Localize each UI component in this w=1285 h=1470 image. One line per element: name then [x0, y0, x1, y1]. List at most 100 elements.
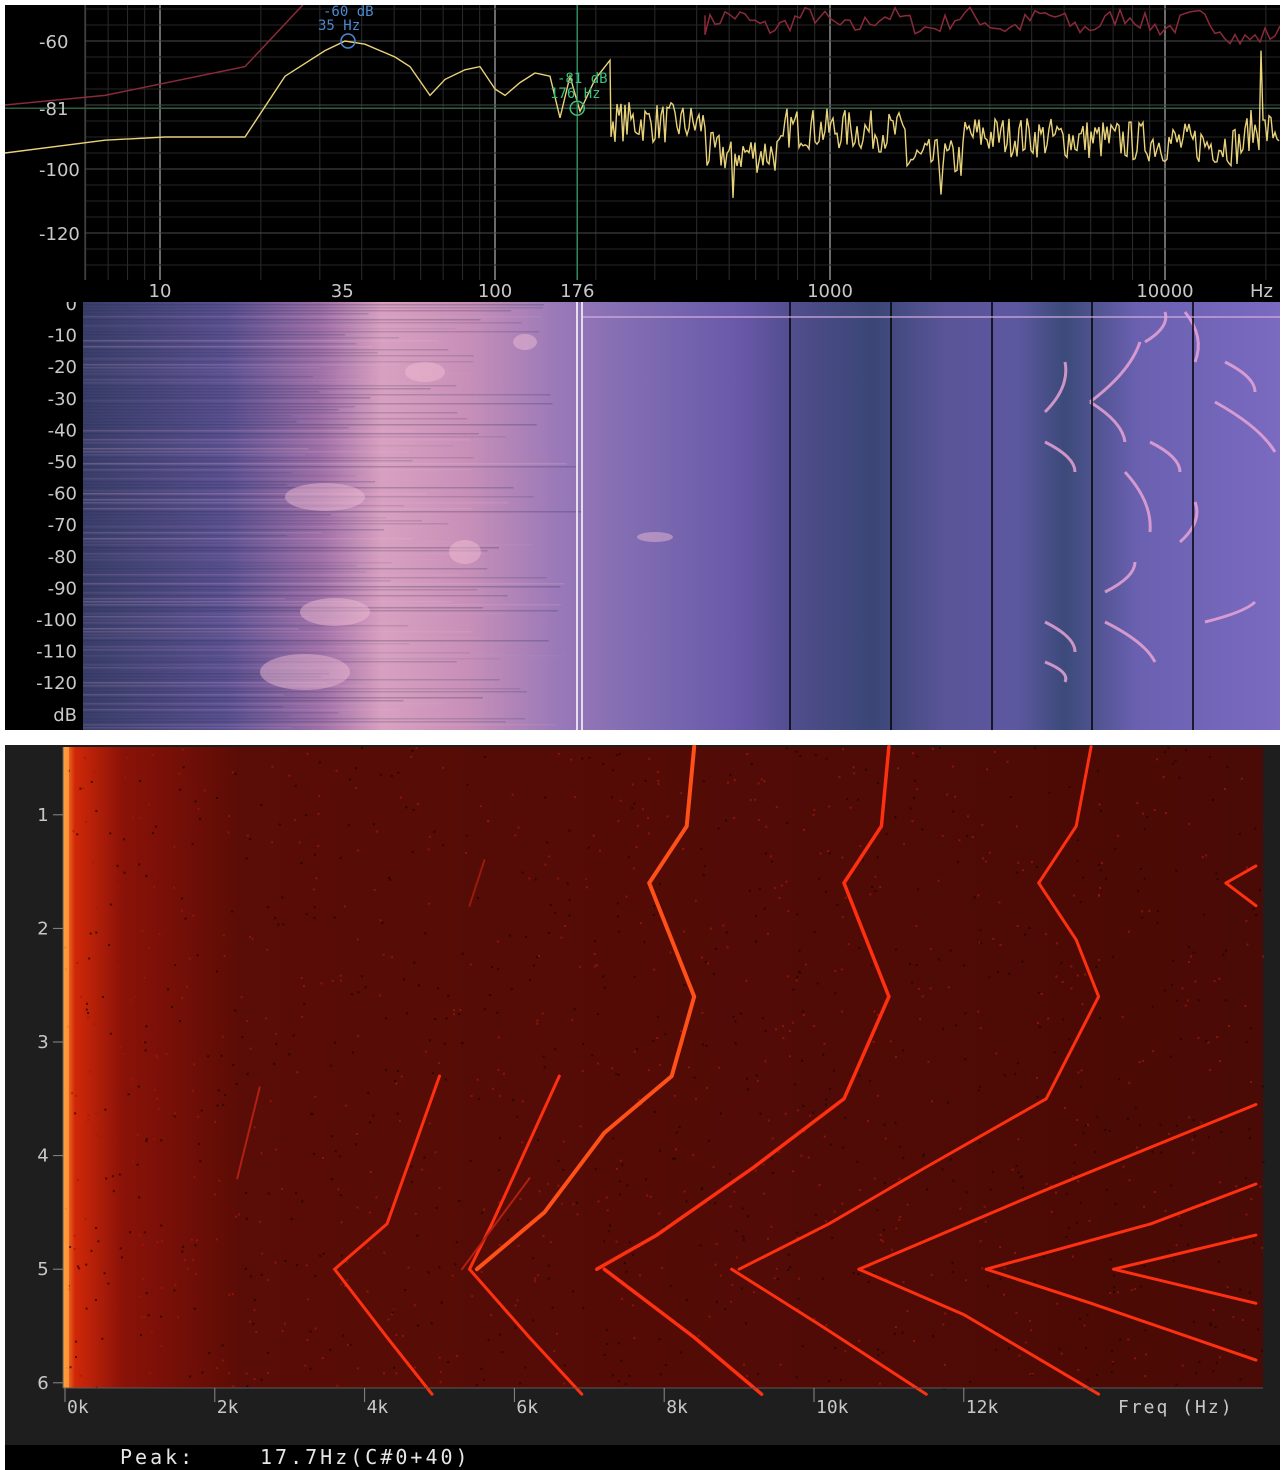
speckle: [200, 1109, 203, 1112]
speckle: [617, 1342, 620, 1345]
speckle: [581, 757, 584, 760]
spectrogram-plot[interactable]: 0-10-20-30-40-50-60-70-80-90-100-110-120…: [5, 302, 1280, 730]
speckle: [1054, 1191, 1057, 1194]
speckle: [556, 877, 559, 880]
speckle: [76, 1178, 79, 1181]
speckle: [841, 1202, 844, 1205]
speckle: [1245, 1041, 1248, 1044]
streak: [83, 688, 521, 690]
speckle: [536, 956, 539, 959]
chirp-line: [468, 859, 486, 907]
speckle: [301, 1200, 304, 1203]
speckle: [420, 1168, 423, 1171]
speckle: [317, 845, 320, 848]
speckle: [104, 1108, 107, 1111]
speckle: [645, 1194, 648, 1197]
speckle: [529, 979, 532, 982]
speckle: [118, 1173, 121, 1176]
frequency-time-spectrogram[interactable]: 1 2 3 4 5 6 0k 2k 4k 6k 8k 10k 12k Freq (Hz): [5, 745, 1280, 1445]
speckle: [519, 1197, 522, 1200]
speckle: [700, 956, 703, 959]
speckle: [379, 919, 382, 922]
speckle: [195, 1239, 198, 1242]
speckle: [139, 1295, 142, 1298]
streak: [83, 565, 357, 567]
speckle: [885, 832, 888, 835]
speckle: [1250, 1198, 1253, 1201]
speckle: [963, 964, 966, 967]
streak: [83, 577, 547, 579]
speckle: [132, 1160, 135, 1163]
streak: [83, 424, 537, 426]
speckle: [182, 766, 185, 769]
spectrogram-panel[interactable]: 0 -10 -20 -30 -40 -50 -60 -70 -80 -90 -100 -110 -120…: [5, 302, 1280, 730]
freq-tick-label: 10k: [816, 1397, 849, 1418]
speckle: [618, 1193, 621, 1196]
speckle: [306, 752, 309, 755]
speckle: [469, 1159, 472, 1162]
speckle: [919, 1018, 922, 1021]
speckle: [1048, 791, 1051, 794]
speckle: [643, 941, 646, 944]
speckle: [1136, 802, 1139, 805]
speckle: [582, 1307, 585, 1310]
speckle: [658, 1212, 661, 1215]
speckle: [470, 1095, 473, 1098]
speckle: [282, 923, 285, 926]
streak: [83, 373, 474, 375]
speckle: [1044, 933, 1047, 936]
speckle: [796, 1109, 799, 1112]
speckle: [1178, 1215, 1181, 1218]
speckle: [434, 1018, 437, 1021]
speckle: [395, 1082, 398, 1085]
speckle: [867, 1280, 870, 1283]
speckle: [682, 847, 685, 850]
speckle: [1053, 1051, 1056, 1054]
speckle: [1015, 825, 1018, 828]
speckle: [1116, 834, 1119, 837]
speckle: [757, 819, 760, 822]
speckle: [356, 1206, 359, 1209]
speckle: [702, 874, 705, 877]
speckle: [199, 1160, 202, 1163]
speckle: [973, 896, 976, 899]
streak: [83, 361, 474, 363]
speckle: [376, 830, 379, 833]
speckle: [632, 1304, 635, 1307]
speckle: [95, 907, 98, 910]
speckle: [295, 1263, 298, 1266]
speckle: [133, 996, 136, 999]
speckle: [487, 1339, 490, 1342]
speckle: [111, 1175, 114, 1178]
speckle: [859, 844, 862, 847]
speckle: [191, 1089, 194, 1092]
speckle: [787, 910, 790, 913]
speckle: [898, 1218, 901, 1221]
speckle: [1097, 893, 1100, 896]
speckle: [249, 1047, 252, 1050]
speckle: [1033, 1280, 1036, 1283]
speckle: [74, 1094, 77, 1097]
streak: [83, 412, 458, 414]
speckle: [1245, 920, 1248, 923]
speckle: [1175, 1244, 1178, 1247]
speckle: [687, 1066, 690, 1069]
speckle: [1205, 854, 1208, 857]
speckle: [1186, 1243, 1189, 1246]
spectrum-analyzer[interactable]: -60 dB 35 Hz -81 dB 176 Hz -60 -81 -100 -120 10 3…: [5, 5, 1280, 302]
speckle: [1029, 1373, 1032, 1376]
speckle: [1097, 863, 1100, 866]
speckle: [568, 914, 571, 917]
speckle: [925, 1188, 928, 1191]
db-tick-label: -60: [48, 484, 77, 505]
speckle: [186, 1267, 189, 1270]
speckle: [912, 752, 915, 755]
speckle: [101, 1337, 104, 1340]
speckle: [857, 1273, 860, 1276]
speckle: [647, 832, 650, 835]
speckle: [81, 787, 84, 790]
speckle: [438, 1356, 441, 1359]
speckle: [145, 1025, 148, 1028]
